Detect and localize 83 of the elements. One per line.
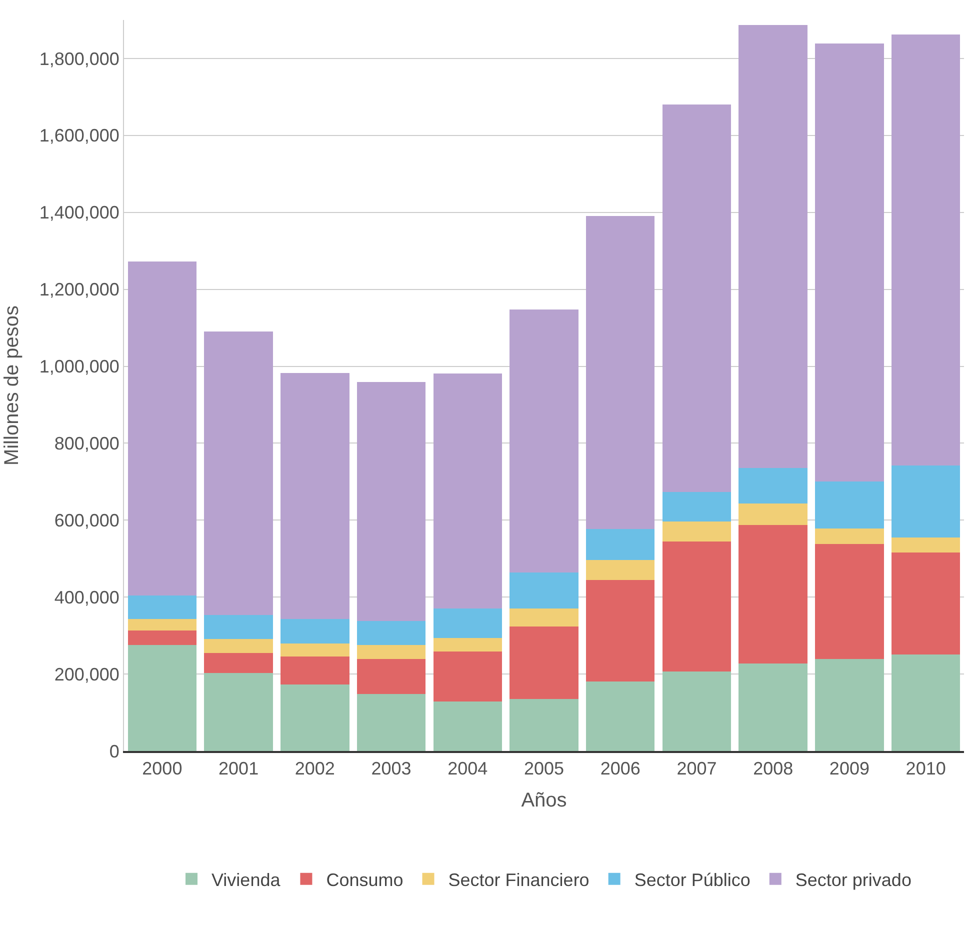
bar bbox=[738, 504, 808, 525]
bar bbox=[891, 537, 960, 552]
y-tick-label: 1,400,000 bbox=[39, 202, 120, 223]
bar bbox=[586, 580, 655, 682]
bar bbox=[356, 694, 426, 751]
x-tick-label: 2008 bbox=[753, 758, 794, 779]
bar bbox=[433, 374, 502, 608]
bar bbox=[280, 656, 350, 684]
x-tick-label: 2001 bbox=[218, 758, 259, 779]
y-tick-label: 1,800,000 bbox=[39, 48, 120, 69]
y-tick-label: 1,200,000 bbox=[39, 280, 120, 300]
legend-label: Sector privado bbox=[795, 870, 912, 890]
bar bbox=[128, 262, 197, 596]
bar bbox=[204, 614, 273, 640]
bar bbox=[815, 43, 884, 482]
bar bbox=[510, 608, 578, 626]
bar bbox=[510, 699, 578, 751]
bar bbox=[510, 309, 578, 572]
bar bbox=[128, 645, 197, 751]
bar bbox=[356, 382, 426, 621]
legend-label: Sector Financiero bbox=[448, 870, 590, 890]
bar bbox=[662, 104, 732, 492]
bar bbox=[891, 654, 960, 751]
x-tick-label: 2009 bbox=[829, 758, 870, 779]
x-tick-label: 2004 bbox=[448, 758, 488, 779]
bar bbox=[738, 663, 808, 751]
bar bbox=[815, 528, 884, 544]
bar bbox=[280, 619, 350, 644]
y-tick-label: 200,000 bbox=[54, 664, 120, 684]
bar bbox=[662, 671, 732, 751]
bar bbox=[280, 684, 350, 751]
bar bbox=[356, 659, 426, 694]
x-tick-label: 2007 bbox=[676, 758, 717, 779]
bar bbox=[433, 638, 502, 652]
bar bbox=[662, 492, 732, 522]
bar bbox=[891, 466, 960, 538]
y-tick-label: 400,000 bbox=[54, 587, 120, 608]
bar bbox=[433, 652, 502, 702]
bar bbox=[204, 332, 273, 615]
bar bbox=[280, 372, 350, 620]
x-axis-title: Años bbox=[521, 790, 567, 812]
bar bbox=[586, 681, 655, 751]
bar bbox=[662, 522, 732, 542]
y-tick-label: 800,000 bbox=[54, 434, 120, 454]
bar bbox=[204, 652, 273, 673]
y-axis-title: Millones de pesos bbox=[0, 305, 23, 466]
y-tick-label: 600,000 bbox=[54, 510, 120, 530]
bar bbox=[356, 620, 426, 646]
bar bbox=[891, 34, 960, 466]
bar bbox=[356, 645, 426, 660]
bar bbox=[510, 626, 578, 700]
bar bbox=[204, 639, 273, 653]
bar bbox=[662, 542, 732, 672]
bar bbox=[738, 524, 808, 664]
x-tick-label: 2010 bbox=[906, 758, 946, 779]
bar bbox=[280, 643, 350, 657]
bar bbox=[128, 619, 197, 631]
legend-label: Sector Público bbox=[634, 870, 750, 890]
legend-label: Vivienda bbox=[212, 870, 282, 890]
y-tick-label: 1,000,000 bbox=[39, 356, 120, 377]
bar bbox=[738, 25, 808, 468]
bar bbox=[204, 672, 273, 751]
bar bbox=[586, 529, 655, 560]
bar bbox=[815, 544, 884, 660]
bar bbox=[128, 596, 197, 620]
bar bbox=[433, 608, 502, 638]
bar bbox=[815, 659, 884, 751]
x-tick-label: 2003 bbox=[371, 758, 412, 779]
bar bbox=[586, 560, 655, 580]
x-tick-label: 2000 bbox=[142, 758, 182, 779]
x-tick-label: 2002 bbox=[294, 758, 335, 779]
bar bbox=[738, 468, 808, 504]
bar bbox=[815, 482, 884, 529]
bar bbox=[586, 216, 655, 530]
bar bbox=[128, 630, 197, 646]
x-tick-label: 2006 bbox=[600, 758, 640, 779]
bar bbox=[433, 701, 502, 751]
x-tick-label: 2005 bbox=[524, 758, 564, 779]
legend-label: Consumo bbox=[326, 870, 404, 890]
y-tick-label: 1,600,000 bbox=[39, 126, 120, 146]
y-tick-label: 0 bbox=[109, 741, 120, 762]
bar bbox=[891, 552, 960, 654]
bar bbox=[510, 572, 578, 608]
